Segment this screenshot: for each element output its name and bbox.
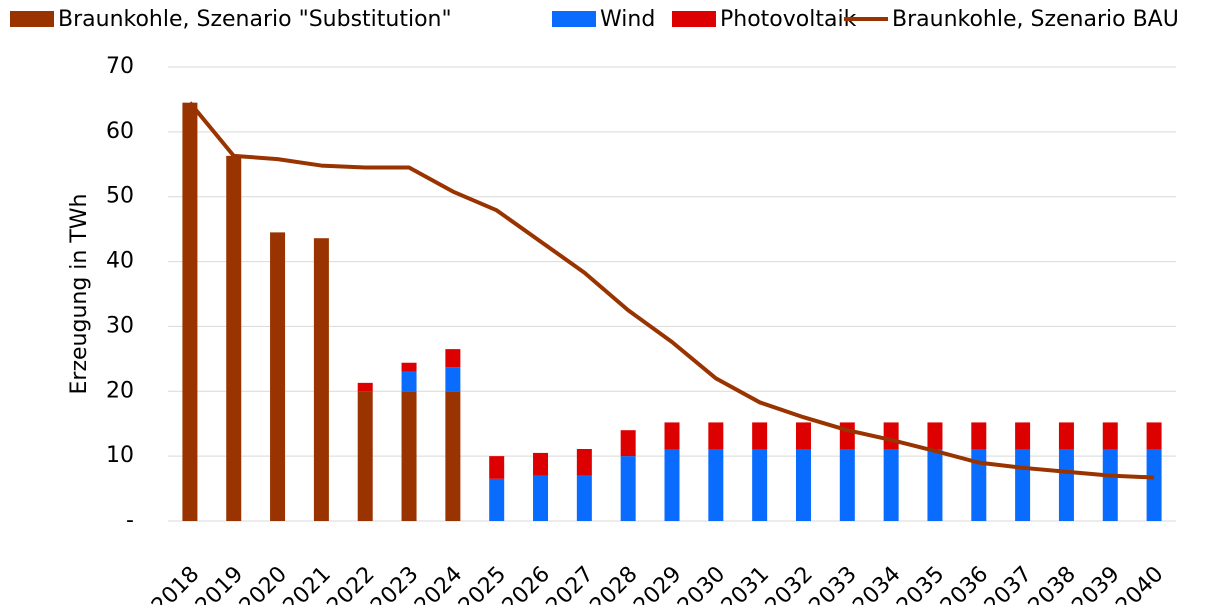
bar-segment: [708, 449, 724, 521]
bar-segment: [795, 449, 811, 521]
bar-segment: [1058, 449, 1074, 521]
bar-segment: [357, 391, 373, 521]
legend-label: Braunkohle, Szenario BAU: [892, 7, 1179, 32]
legend-label: Photovoltaik: [720, 7, 857, 32]
bar-segment: [489, 456, 505, 479]
bar-segment: [708, 422, 724, 450]
bar-segment: [752, 449, 768, 521]
bar-segment: [1015, 449, 1031, 521]
bar-segment: [576, 449, 592, 476]
bar-segment: [1102, 449, 1118, 521]
bar-segment: [1146, 422, 1162, 450]
legend-swatch: [552, 11, 596, 27]
bar-segment: [971, 422, 987, 450]
bar-segment: [533, 452, 549, 476]
y-tick-label: 70: [106, 54, 134, 79]
line: [188, 101, 1155, 480]
bar-segment: [927, 449, 943, 521]
bar-segment: [226, 155, 242, 521]
bar-segment: [357, 382, 373, 392]
y-tick-label: 30: [106, 313, 134, 338]
y-tick-label: -: [126, 508, 134, 533]
bar-segment: [883, 422, 899, 450]
bar-segment: [620, 456, 636, 521]
bar-segment: [1058, 422, 1074, 450]
bar-segment: [401, 362, 417, 372]
bar-segment: [620, 430, 636, 457]
bar-segment: [883, 449, 899, 521]
bar-segment: [839, 449, 855, 521]
bar-segment: [1102, 422, 1118, 450]
bar-segment: [270, 232, 286, 521]
bar-segment: [664, 422, 680, 450]
bar-segment: [445, 367, 461, 392]
legend-swatch: [10, 11, 54, 27]
bar-segment: [445, 391, 461, 521]
legend-label: Braunkohle, Szenario "Substitution": [58, 7, 452, 32]
bar-segment: [401, 391, 417, 521]
bar-segment: [795, 422, 811, 450]
bar-segment: [182, 102, 198, 522]
legend-swatch: [672, 11, 716, 27]
bar-segment: [971, 449, 987, 521]
bar-segment: [445, 349, 461, 368]
bar-segment: [489, 478, 505, 521]
y-tick-label: 20: [106, 378, 134, 403]
y-tick-label: 10: [106, 443, 134, 468]
bar-segment: [927, 422, 943, 450]
bar-segment: [664, 449, 680, 521]
y-axis-label: Erzeugung in TWh: [67, 194, 92, 395]
y-tick-label: 40: [106, 249, 134, 274]
y-tick-label: 60: [106, 119, 134, 144]
bar-segment: [1146, 449, 1162, 521]
bar-segment: [839, 422, 855, 450]
y-tick-label: 50: [106, 184, 134, 209]
bar-segment: [1015, 422, 1031, 450]
bar-segment: [752, 422, 768, 450]
bar-segment: [313, 238, 329, 522]
legend-label: Wind: [600, 7, 655, 32]
bar-segment: [401, 371, 417, 392]
bar-segment: [576, 475, 592, 521]
bar-segment: [533, 475, 549, 521]
